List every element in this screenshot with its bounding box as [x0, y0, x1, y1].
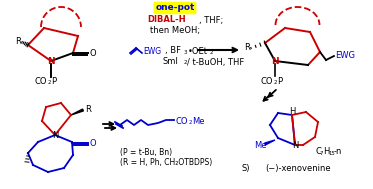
Text: (R = H, Ph, CH₂OTBDPS): (R = H, Ph, CH₂OTBDPS) [120, 159, 212, 167]
Text: -n: -n [334, 147, 342, 156]
Text: CO: CO [175, 116, 188, 125]
Text: P: P [277, 77, 282, 85]
Text: 2: 2 [210, 50, 213, 54]
Text: CO: CO [35, 77, 47, 85]
Text: R: R [244, 43, 250, 53]
Text: R: R [85, 105, 91, 115]
Text: N: N [47, 57, 55, 67]
Text: 2: 2 [189, 119, 192, 125]
Text: P: P [51, 77, 56, 85]
Text: 3: 3 [184, 50, 188, 54]
Text: 2: 2 [184, 60, 187, 66]
Text: / t-BuOH, THF: / t-BuOH, THF [187, 57, 244, 67]
Text: EWG: EWG [143, 46, 161, 56]
Text: N: N [292, 142, 298, 150]
Text: •OEt: •OEt [188, 46, 208, 56]
Text: C: C [315, 147, 321, 156]
Text: N: N [52, 132, 58, 140]
Text: S): S) [242, 163, 251, 173]
Text: H: H [323, 147, 329, 156]
Polygon shape [71, 109, 84, 115]
Text: N: N [271, 57, 279, 67]
Text: 7: 7 [320, 151, 323, 156]
Text: H: H [289, 108, 295, 116]
Text: , THF;: , THF; [199, 15, 223, 25]
Text: one-pot: one-pot [155, 4, 195, 12]
Text: R: R [15, 37, 21, 46]
Text: EWG: EWG [335, 51, 355, 60]
Text: , BF: , BF [165, 46, 181, 56]
Text: (−)-xenovenine: (−)-xenovenine [265, 163, 331, 173]
Text: Me: Me [254, 140, 266, 149]
Text: (P = t-Bu, Bn): (P = t-Bu, Bn) [120, 147, 172, 156]
Text: Me: Me [192, 116, 204, 125]
Text: O: O [89, 49, 95, 57]
Text: 2: 2 [274, 80, 278, 85]
Polygon shape [264, 140, 275, 145]
Text: 15: 15 [328, 151, 335, 156]
Text: SmI: SmI [162, 57, 178, 67]
Text: DIBAL-H: DIBAL-H [148, 15, 186, 25]
Text: then MeOH;: then MeOH; [150, 26, 200, 36]
Text: 2: 2 [48, 80, 51, 85]
Text: O: O [89, 139, 95, 147]
Text: CO: CO [261, 77, 273, 85]
